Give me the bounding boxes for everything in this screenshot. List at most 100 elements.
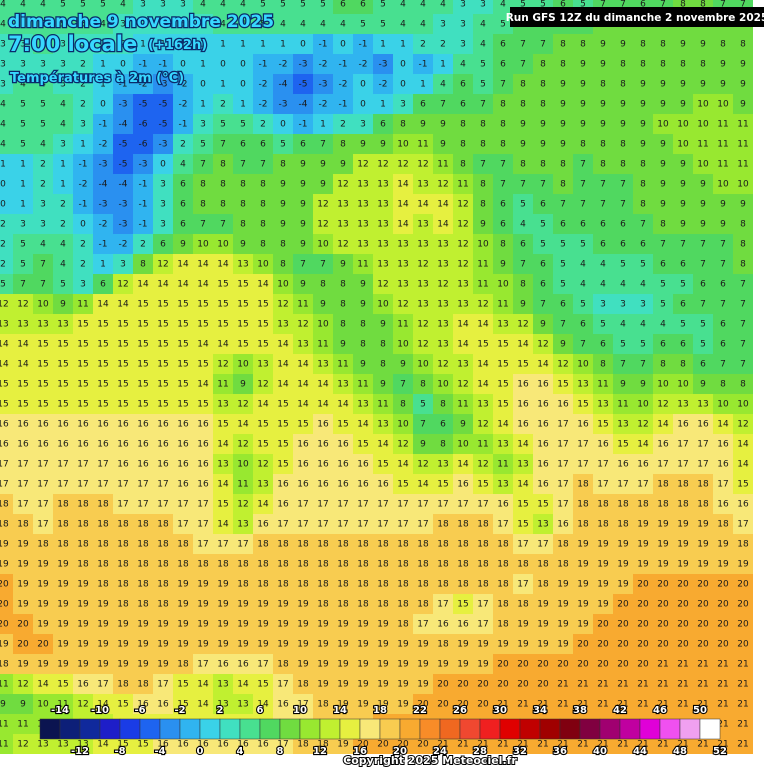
temperature-cell	[453, 114, 473, 134]
temperature-cell	[153, 674, 173, 694]
copyright: Copyright 2025 Meteociel.fr	[343, 754, 517, 767]
temperature-value: 16	[537, 420, 549, 430]
temperature-cell	[53, 214, 73, 234]
temperature-cell	[433, 694, 453, 714]
temperature-value: 20	[717, 600, 729, 610]
temperature-value: 20	[477, 700, 489, 710]
temperature-value: 15	[157, 380, 168, 390]
temperature-value: 15	[137, 360, 148, 370]
temperature-value: 17	[77, 480, 88, 490]
temperature-value: 19	[177, 620, 189, 630]
temperature-value: 4	[600, 260, 606, 270]
temperature-value: 16	[57, 420, 69, 430]
temperature-cell	[173, 274, 193, 294]
temperature-value: 6	[720, 280, 726, 290]
temperature-value: 3	[160, 180, 166, 190]
temperature-cell	[533, 94, 553, 114]
temperature-cell	[493, 334, 513, 354]
temperature-value: 12	[457, 240, 468, 250]
legend-label: 44	[633, 746, 647, 757]
temperature-cell	[373, 354, 393, 374]
temperature-value: 9	[340, 340, 346, 350]
temperature-cell	[573, 234, 593, 254]
temperature-value: 11	[497, 460, 508, 470]
temperature-cell	[433, 634, 453, 654]
temperature-value: 3	[160, 200, 166, 210]
temperature-cell	[333, 354, 353, 374]
legend-swatch	[59, 718, 81, 740]
temperature-value: 13	[517, 460, 528, 470]
temperature-cell	[613, 154, 633, 174]
temperature-cell	[593, 534, 613, 554]
color-legend: -14-12-10-8-6-4-202468101214161820222426…	[39, 704, 728, 758]
temperature-value: 15	[77, 340, 88, 350]
temperature-value: 6	[440, 420, 446, 430]
temperature-value: 17	[117, 480, 128, 490]
temperature-value: 2	[40, 180, 46, 190]
temperature-cell	[453, 354, 473, 374]
temperature-cell	[673, 474, 693, 494]
temperature-value: 0	[180, 60, 186, 70]
temperature-cell	[153, 694, 173, 714]
temperature-cell	[373, 434, 393, 454]
temperature-value: 12	[257, 460, 268, 470]
temperature-value: 18	[77, 540, 89, 550]
temperature-value: 14	[137, 280, 149, 290]
temperature-value: 10	[317, 320, 329, 330]
temperature-cell	[693, 234, 713, 254]
temperature-cell	[533, 594, 553, 614]
temperature-value: 14	[0, 340, 9, 350]
temperature-value: 9	[380, 320, 386, 330]
temperature-cell	[0, 514, 13, 534]
temperature-value: 20	[677, 620, 689, 630]
temperature-value: 15	[177, 400, 188, 410]
temperature-value: 17	[517, 580, 528, 590]
temperature-value: 10	[697, 120, 709, 130]
temperature-value: 14	[297, 360, 309, 370]
legend-label: 34	[533, 705, 547, 716]
temperature-value: 3	[460, 40, 466, 50]
temperature-value: 0	[400, 60, 406, 70]
temperature-value: 18	[397, 540, 409, 550]
temperature-value: 21	[737, 700, 748, 710]
temperature-cell	[53, 674, 73, 694]
temperature-cell	[173, 614, 193, 634]
temperature-value: 9	[640, 80, 646, 90]
temperature-cell	[333, 694, 353, 714]
temperature-value: 19	[17, 560, 29, 570]
temperature-cell	[313, 254, 333, 274]
temperature-cell	[513, 114, 533, 134]
temperature-value: 5	[700, 340, 706, 350]
temperature-value: 7	[620, 200, 626, 210]
temperature-value: -1	[79, 200, 88, 210]
temperature-cell	[533, 34, 553, 54]
temperature-cell	[573, 494, 593, 514]
temperature-value: 5	[60, 20, 66, 30]
temperature-cell	[373, 494, 393, 514]
temperature-cell	[453, 154, 473, 174]
temperature-value: 16	[77, 440, 89, 450]
temperature-cell	[93, 434, 113, 454]
temperature-value: 3	[160, 220, 166, 230]
temperature-value: 10	[717, 180, 729, 190]
temperature-cell	[613, 614, 633, 634]
temperature-cell	[573, 174, 593, 194]
temperature-value: 16	[37, 420, 49, 430]
temperature-cell	[313, 534, 333, 554]
temperature-cell	[673, 554, 693, 574]
temperature-cell	[333, 254, 353, 274]
temperature-cell	[693, 274, 713, 294]
temperature-value: 18	[717, 520, 729, 530]
temperature-value: 13	[417, 280, 428, 290]
temperature-cell	[653, 354, 673, 374]
temperature-cell	[0, 414, 13, 434]
temperature-value: 8	[520, 280, 526, 290]
temperature-cell	[633, 154, 653, 174]
temperature-value: 19	[197, 600, 209, 610]
temperature-cell	[53, 474, 73, 494]
temperature-value: 15	[537, 500, 548, 510]
temperature-cell	[233, 594, 253, 614]
temperature-cell	[333, 34, 353, 54]
temperature-value: 13	[357, 220, 368, 230]
temperature-value: 17	[557, 460, 568, 470]
